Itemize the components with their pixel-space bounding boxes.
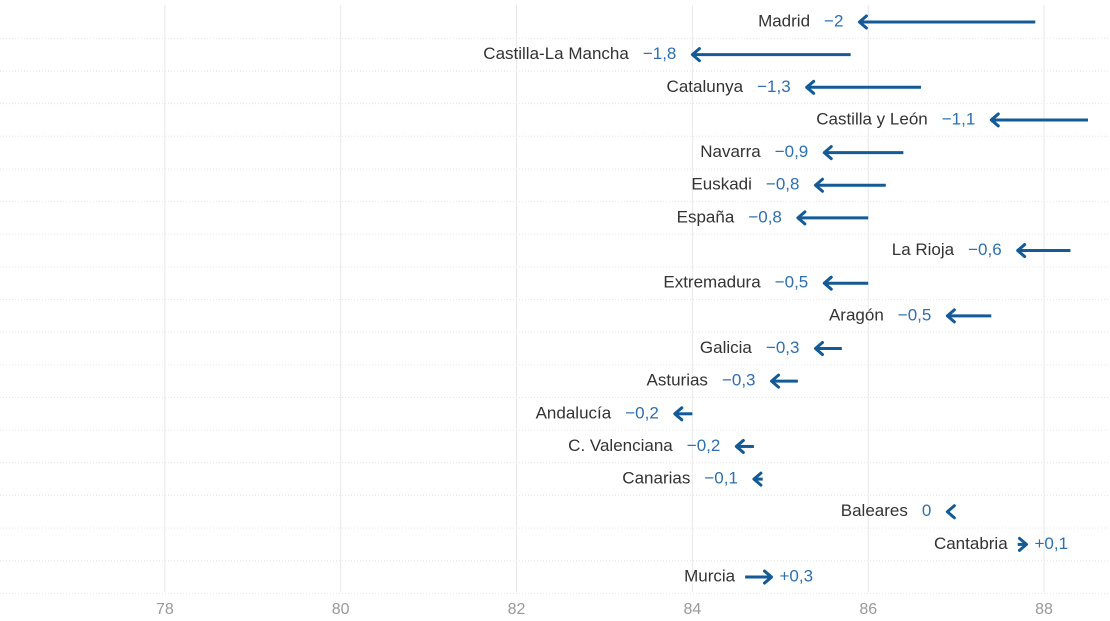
region-label: Andalucía (536, 403, 612, 422)
region-label: Murcia (684, 567, 736, 586)
arrow (1016, 243, 1071, 259)
region-label: La Rioja (892, 240, 955, 259)
arrow (822, 145, 904, 161)
x-tick-label: 88 (1035, 601, 1053, 618)
arrow-head (813, 341, 824, 356)
x-tick-label: 82 (508, 601, 526, 618)
x-tick-label: 80 (332, 601, 350, 618)
arrow-head (796, 210, 807, 226)
arrow (796, 210, 869, 226)
arrow-head (857, 14, 868, 30)
arrow-head (945, 308, 956, 324)
region-label: Catalunya (667, 77, 744, 96)
change-label: −0,2 (625, 403, 659, 422)
arrow (857, 14, 1036, 30)
change-label: −2 (824, 11, 843, 30)
change-label: −0,6 (968, 240, 1002, 259)
region-label: Baleares (841, 501, 908, 520)
change-label: 0 (922, 501, 931, 520)
change-label: −0,3 (766, 338, 800, 357)
change-label: −0,5 (775, 273, 809, 292)
change-label: −0,2 (687, 436, 721, 455)
change-label: −1,8 (643, 44, 677, 63)
arrow (770, 373, 798, 389)
arrow-head (813, 177, 824, 193)
arrow (1017, 536, 1028, 552)
change-label: −0,8 (766, 175, 800, 194)
arrow (690, 47, 851, 63)
arrow (945, 308, 992, 324)
arrow-head (989, 112, 1000, 128)
arrow (745, 569, 774, 585)
change-label: −1,1 (942, 109, 976, 128)
region-label: Aragón (829, 305, 884, 324)
region-label: Castilla y León (816, 109, 928, 128)
arrow-head (822, 275, 833, 291)
arrow-head (1016, 243, 1027, 259)
arrow (805, 79, 921, 95)
arrow (813, 177, 886, 193)
region-label: Madrid (758, 11, 810, 30)
change-label: −1,3 (757, 77, 791, 96)
arrow (813, 341, 842, 356)
arrow (734, 438, 754, 454)
arrow (945, 504, 956, 520)
region-label: Castilla-La Mancha (483, 44, 629, 63)
x-tick-label: 78 (156, 601, 174, 618)
region-label: C. Valenciana (568, 436, 673, 455)
arrow-head (1017, 536, 1028, 552)
arrow-head (822, 145, 833, 161)
change-label: −0,8 (748, 207, 782, 226)
arrow-head (673, 406, 684, 422)
region-label: Galicia (700, 338, 753, 357)
arrow-head (690, 47, 701, 63)
change-label: −0,5 (898, 305, 932, 324)
arrow-head (805, 79, 816, 95)
region-label: Canarias (622, 469, 690, 488)
arrow-head (770, 373, 781, 389)
x-tick-label: 84 (683, 601, 701, 618)
region-label: Navarra (700, 142, 761, 161)
arrow-head (734, 438, 745, 454)
change-label: +0,3 (780, 567, 814, 586)
arrow-head (763, 569, 774, 585)
x-tick-label: 86 (859, 601, 877, 618)
change-label: −0,1 (704, 469, 738, 488)
arrow (989, 112, 1089, 128)
arrow (673, 406, 693, 422)
region-label: Extremadura (663, 273, 761, 292)
arrow-head (752, 471, 763, 487)
arrow-head (945, 504, 956, 520)
change-label: +0,1 (1034, 534, 1068, 553)
change-label: −0,3 (722, 371, 756, 390)
region-label: Asturias (647, 371, 708, 390)
region-label: España (677, 207, 735, 226)
change-label: −0,9 (775, 142, 809, 161)
arrow (752, 471, 763, 487)
arrow (822, 275, 869, 291)
region-label: Cantabria (934, 534, 1008, 553)
region-label: Euskadi (691, 175, 751, 194)
